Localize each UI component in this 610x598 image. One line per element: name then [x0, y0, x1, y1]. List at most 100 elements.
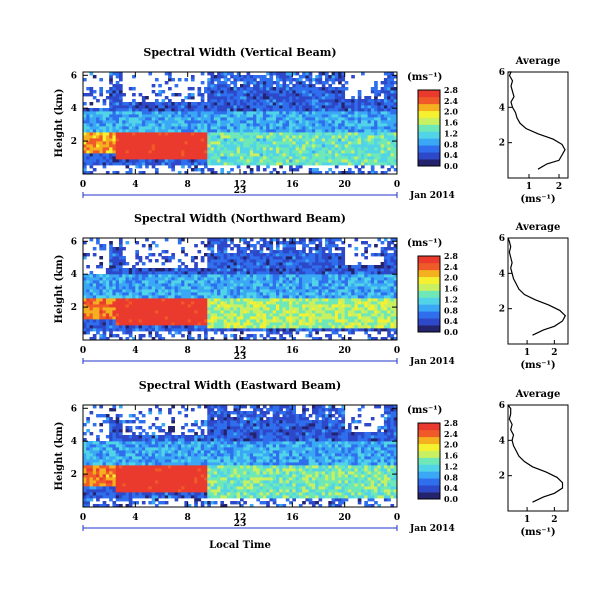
heatmap-cell	[321, 259, 326, 263]
heatmap-cell	[135, 159, 140, 163]
heatmap-cell	[233, 159, 238, 163]
heatmap-cell	[393, 147, 398, 151]
heatmap-cell	[138, 129, 143, 133]
heatmap-cell	[334, 280, 339, 284]
heatmap-cell	[256, 117, 261, 121]
heatmap-cell	[311, 147, 316, 151]
heatmap-cell	[181, 165, 185, 169]
heatmap-cell	[289, 295, 293, 299]
heatmap-cell	[331, 108, 336, 112]
heatmap-cell	[86, 286, 90, 290]
heatmap-cell	[315, 259, 319, 263]
heatmap-cell	[328, 129, 332, 133]
heatmap-cell	[253, 259, 257, 263]
heatmap-cell	[256, 132, 261, 136]
heatmap-cell	[249, 156, 254, 160]
heatmap-cell	[102, 310, 107, 314]
heatmap-cell	[364, 156, 368, 160]
heatmap-cell	[236, 141, 241, 145]
heatmap-cell	[141, 301, 146, 305]
heatmap-cell	[141, 292, 146, 296]
heatmap-cell	[197, 93, 202, 97]
heatmap-cell	[138, 153, 143, 157]
heatmap-cell	[112, 316, 117, 320]
heatmap-cell	[383, 93, 388, 97]
heatmap-cell	[187, 316, 192, 320]
heatmap-cell	[236, 159, 241, 163]
heatmap-cell	[122, 162, 126, 166]
heatmap-cell	[213, 238, 218, 242]
heatmap-cell	[96, 277, 100, 281]
heatmap-cell	[145, 96, 149, 100]
heatmap-cell	[246, 138, 251, 142]
heatmap-cell	[256, 241, 261, 245]
heatmap-cell	[298, 114, 303, 118]
heatmap-cell	[308, 117, 313, 121]
heatmap-cell	[256, 99, 261, 103]
heatmap-cell	[256, 322, 261, 326]
heatmap-cell	[387, 96, 391, 100]
heatmap-cell	[174, 117, 179, 121]
heatmap-cell	[331, 96, 336, 100]
heatmap-cell	[272, 250, 277, 254]
heatmap-cell	[86, 114, 90, 118]
heatmap-cell	[96, 129, 100, 133]
heatmap-cell	[217, 93, 221, 97]
heatmap-cell	[99, 159, 104, 163]
heatmap-cell	[184, 105, 189, 109]
heatmap-cell	[109, 108, 113, 112]
heatmap-cell	[230, 289, 234, 293]
heatmap-cell	[223, 265, 228, 269]
heatmap-cell	[164, 153, 169, 157]
heatmap-cell	[256, 325, 261, 329]
heatmap-cell	[96, 328, 100, 332]
heatmap-cell	[236, 135, 241, 139]
heatmap-cell	[145, 313, 149, 317]
heatmap-cell	[233, 256, 238, 260]
heatmap-cell	[177, 319, 182, 323]
heatmap-cell	[187, 283, 192, 287]
heatmap-cell	[246, 277, 251, 281]
heatmap-cell	[262, 93, 267, 97]
heatmap-cell	[262, 253, 267, 257]
heatmap-cell	[132, 132, 136, 136]
heatmap-cell	[367, 108, 372, 112]
heatmap-cell	[109, 244, 113, 248]
heatmap-cell	[204, 162, 208, 166]
heatmap-cell	[210, 286, 215, 290]
heatmap-cell	[230, 271, 234, 275]
heatmap-cell	[311, 286, 316, 290]
heatmap-cell	[240, 102, 244, 106]
heatmap-cell	[344, 162, 349, 166]
heatmap-cell	[240, 283, 244, 287]
heatmap-cell	[315, 162, 319, 166]
heatmap-cell	[230, 277, 234, 281]
heatmap-cell	[272, 123, 277, 127]
heatmap-cell	[115, 144, 120, 148]
heatmap-cell	[230, 72, 234, 76]
heatmap-cell	[161, 141, 166, 145]
heatmap-cell	[334, 90, 339, 94]
heatmap-cell	[305, 328, 310, 332]
heatmap-cell	[213, 87, 218, 91]
heatmap-cell	[331, 238, 336, 242]
heatmap-cell	[305, 162, 310, 166]
heatmap-cell	[92, 114, 97, 118]
heatmap-cell	[279, 114, 283, 118]
heatmap-cell	[200, 114, 205, 118]
heatmap-cell	[204, 277, 208, 281]
heatmap-cell	[132, 120, 136, 124]
heatmap-cell	[168, 144, 172, 148]
heatmap-cell	[341, 159, 346, 163]
heatmap-cell	[328, 313, 332, 317]
heatmap-cell	[83, 111, 87, 115]
heatmap-cell	[105, 162, 110, 166]
heatmap-cell	[164, 123, 169, 127]
heatmap-cell	[279, 96, 283, 100]
heatmap-cell	[285, 144, 290, 148]
heatmap-cell	[96, 304, 100, 308]
heatmap-cell	[240, 144, 244, 148]
heatmap-cell	[145, 310, 149, 314]
heatmap-cell	[194, 129, 198, 133]
heatmap-cell	[298, 87, 303, 91]
